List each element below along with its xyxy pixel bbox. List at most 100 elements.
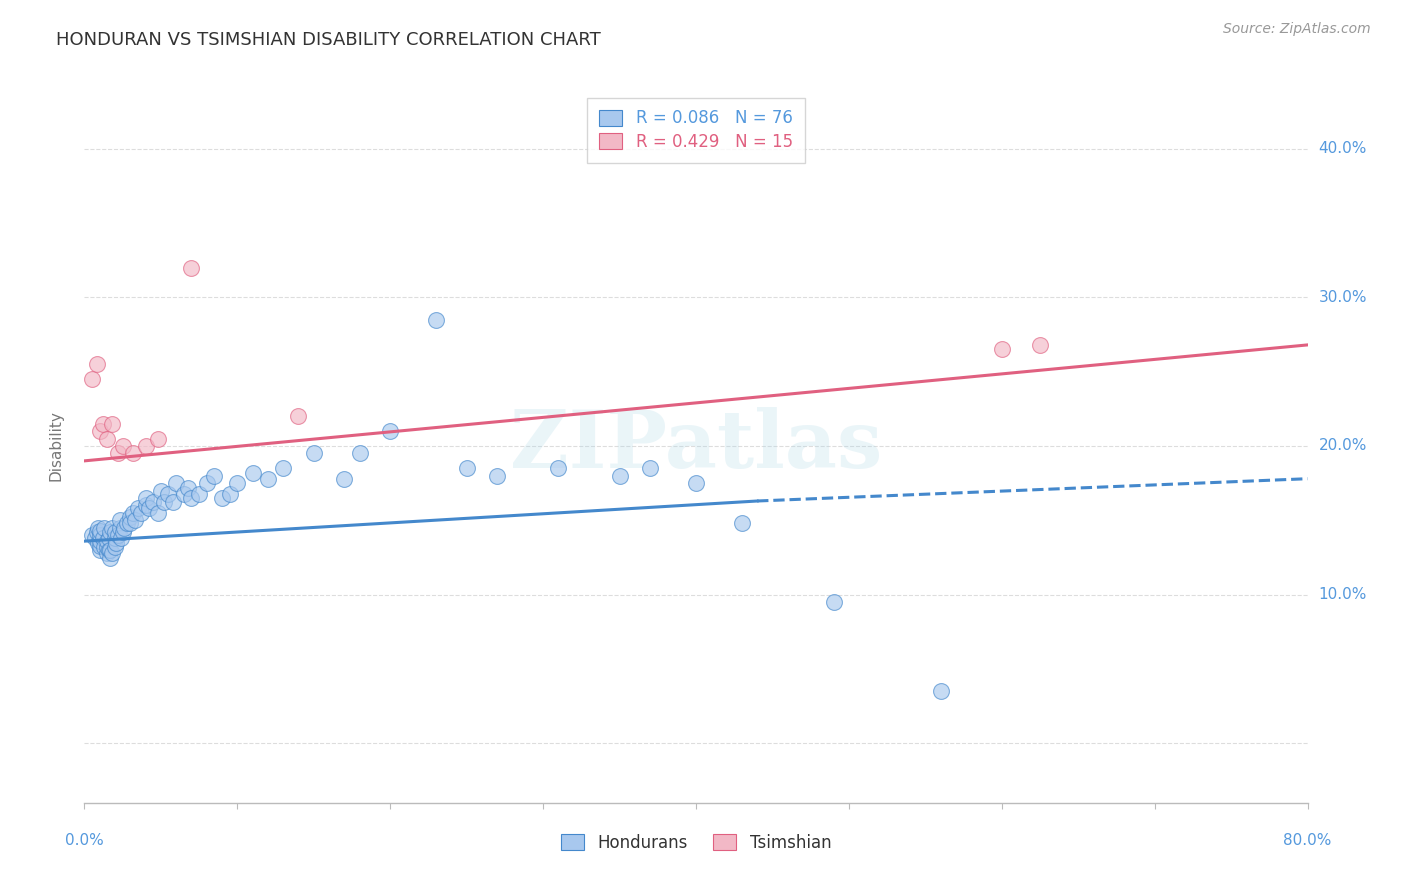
Point [180,260,202,275]
Point [96,540,118,554]
Point [138,501,160,516]
Point [80,528,103,542]
Point [104,531,127,545]
Point [101,521,124,535]
Point [547,461,569,475]
Point [120,510,142,524]
Text: 40.0%: 40.0% [1319,141,1367,156]
Point [731,516,754,531]
Point [349,446,371,460]
Point [146,506,169,520]
Point [108,521,131,535]
Point [202,468,225,483]
Point [115,516,138,531]
Point [108,513,131,527]
Point [226,476,249,491]
Point [135,499,157,513]
Point [609,468,631,483]
Point [142,495,165,509]
Point [1029,338,1052,352]
Point [91,417,114,431]
Point [84,531,107,545]
Point [162,495,184,509]
Text: 80.0%: 80.0% [1284,833,1331,848]
Point [111,525,134,540]
Point [991,343,1014,357]
Point [257,472,280,486]
Point [89,424,111,438]
Point [98,525,121,540]
Point [96,432,118,446]
Point [97,543,120,558]
Point [180,491,202,505]
Point [112,521,135,535]
Point [80,372,103,386]
Point [89,534,111,549]
Point [86,525,108,540]
Text: Source: ZipAtlas.com: Source: ZipAtlas.com [1223,22,1371,37]
Point [107,528,129,542]
Point [173,486,195,500]
Point [188,486,211,500]
Point [110,531,132,545]
Point [242,466,264,480]
Point [111,439,134,453]
Point [89,543,111,558]
Point [135,439,157,453]
Point [89,528,111,542]
Point [165,476,187,491]
Point [89,539,111,553]
Text: 20.0%: 20.0% [1319,439,1367,453]
Point [96,534,118,549]
Point [120,516,142,531]
Point [380,424,402,438]
Point [486,468,509,483]
Point [135,491,157,505]
Point [101,417,124,431]
Point [425,312,447,326]
Point [124,513,146,527]
Point [91,531,114,545]
Point [157,486,180,500]
Point [93,540,115,554]
Point [929,684,952,698]
Text: 10.0%: 10.0% [1319,587,1367,602]
Text: ZIPatlas: ZIPatlas [510,407,882,485]
Point [333,472,356,486]
Point [638,461,661,475]
Point [98,550,121,565]
Point [211,491,233,505]
Point [302,446,325,460]
Point [287,409,309,424]
Point [104,525,127,540]
Point [104,540,127,554]
Point [122,506,145,520]
Point [93,521,115,535]
Point [101,546,124,560]
Point [87,521,110,535]
Point [177,481,200,495]
Point [122,446,145,460]
Point [98,543,121,558]
Point [823,595,845,609]
Point [129,506,152,520]
Point [97,531,120,545]
Point [127,501,149,516]
Point [89,524,111,538]
Point [153,495,176,509]
Text: HONDURAN VS TSIMSHIAN DISABILITY CORRELATION CHART: HONDURAN VS TSIMSHIAN DISABILITY CORRELA… [56,31,600,49]
Legend: Hondurans, Tsimshian: Hondurans, Tsimshian [554,828,838,859]
Point [685,476,707,491]
Point [146,432,169,446]
Point [271,461,294,475]
Point [96,546,118,560]
Y-axis label: Disability: Disability [49,410,63,482]
Point [195,476,218,491]
Text: 0.0%: 0.0% [65,833,104,848]
Point [87,535,110,549]
Point [105,535,128,549]
Text: 30.0%: 30.0% [1319,290,1367,305]
Point [149,483,172,498]
Point [218,486,240,500]
Point [86,357,108,371]
